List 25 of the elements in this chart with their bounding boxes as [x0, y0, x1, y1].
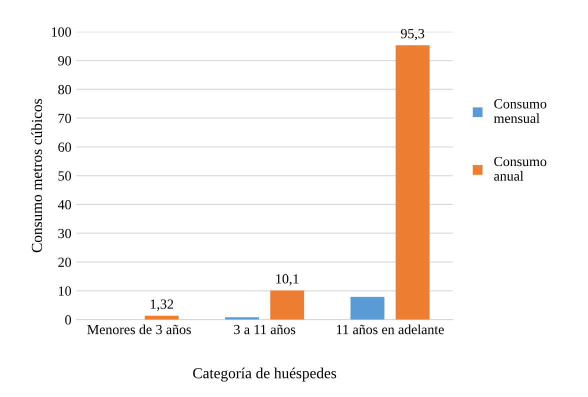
legend-label: Consumo mensual — [494, 99, 546, 124]
y-tick-label: 70 — [58, 114, 72, 124]
y-tick-label: 20 — [58, 258, 72, 267]
data-label: 10,1 — [276, 274, 298, 286]
y-tick-label: 100 — [52, 27, 72, 37]
y-axis-title: Consumo metros cúbicos — [31, 98, 42, 252]
y-tick-label: 30 — [58, 228, 72, 238]
bar — [350, 296, 384, 320]
bar — [396, 45, 430, 320]
data-label: 1,32 — [150, 299, 174, 311]
y-tick-label: 40 — [58, 200, 72, 210]
y-tick-label: 0 — [65, 315, 72, 325]
y-tick-label: 80 — [58, 84, 72, 94]
bar — [144, 316, 179, 320]
x-tick-label: 11 años en adelante — [336, 324, 444, 334]
y-tick-label: 60 — [58, 142, 72, 152]
data-label: 95,3 — [400, 28, 424, 40]
x-axis-title: Categoría de huéspedes — [193, 368, 336, 382]
y-tick-label: 50 — [58, 171, 72, 181]
bar — [270, 290, 304, 320]
legend-label: Consumo anual — [494, 156, 546, 181]
x-tick-label: 3 a 11 años — [234, 324, 296, 334]
x-tick-label: Menores de 3 años — [87, 324, 191, 334]
y-tick-label: 90 — [58, 56, 72, 66]
y-tick-label: 10 — [58, 286, 72, 296]
